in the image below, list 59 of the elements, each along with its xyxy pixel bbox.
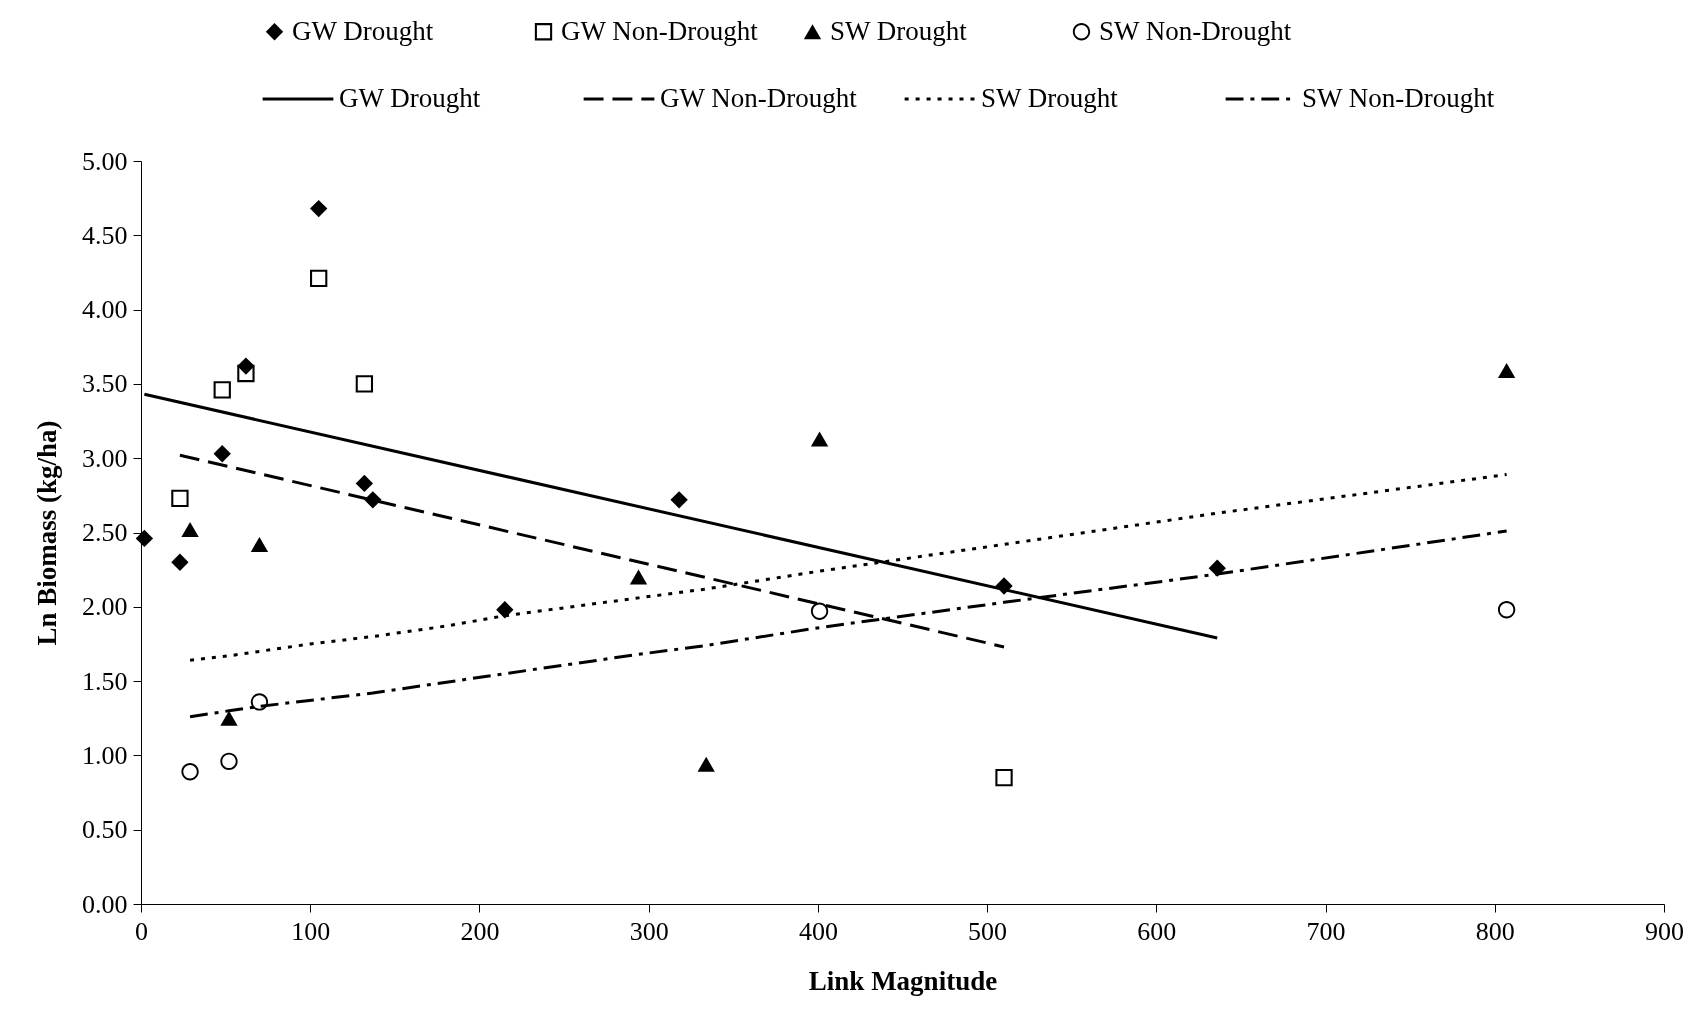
point [250,693,269,711]
point [670,491,688,509]
point [1497,363,1516,379]
point [995,577,1013,595]
point [496,601,514,619]
point [181,763,199,781]
x-tick-label: 700 [1306,916,1346,946]
point [171,553,189,571]
y-tick-label: 0.00 [82,889,128,919]
point [364,491,382,509]
point [213,381,231,399]
x-tick-label: 900 [1645,916,1684,946]
y-tick-label: 3.50 [82,369,128,399]
legend-label: GW Non-Drought [561,15,759,46]
x-tick-label: 0 [135,916,148,946]
legend-label: SW Drought [981,83,1119,113]
point [355,474,374,493]
point [171,489,189,507]
y-tick-label: 2.00 [82,592,128,622]
x-tick-label: 200 [460,916,500,946]
legend-label: SW Non-Drought [1302,83,1495,113]
point [1497,601,1516,619]
y-tick-label: 4.50 [82,220,128,250]
x-tick-label: 600 [1137,916,1177,946]
legend-label: GW Drought [292,15,434,46]
legend-label: SW Drought [830,15,968,46]
legend-label: GW Non-Drought [660,83,858,113]
y-tick-label: 3.00 [82,443,128,473]
point [237,364,255,383]
x-tick-label: 300 [629,916,669,946]
x-tick-label: 800 [1475,916,1515,946]
point [310,269,328,288]
x-tick-label: 500 [968,916,1008,946]
point [995,769,1013,787]
y-tick-label: 2.50 [82,518,128,547]
point [213,445,231,463]
point [181,522,199,538]
y-axis-title: Ln Biomass (kg/ha) [32,420,62,646]
y-tick-label: 1.00 [82,740,128,770]
point [220,710,238,726]
point [629,569,648,585]
x-tick-label: 400 [798,916,838,946]
x-axis-title: Link Magnitude [808,965,998,996]
point [355,375,374,393]
y-tick-label: 4.00 [82,295,128,325]
legend-label: GW Drought [339,83,481,113]
point [810,602,829,620]
y-tick-label: 0.50 [82,815,128,845]
legend-label: SW Non-Drought [1099,15,1292,46]
point [250,536,269,552]
x-tick-label: 100 [291,916,331,946]
point [220,752,238,770]
y-tick-label: 1.50 [82,666,128,696]
point [310,199,328,218]
point [1208,559,1226,577]
point [810,431,829,447]
point [135,529,154,548]
point [697,756,715,772]
y-tick-label: 5.00 [82,146,128,176]
